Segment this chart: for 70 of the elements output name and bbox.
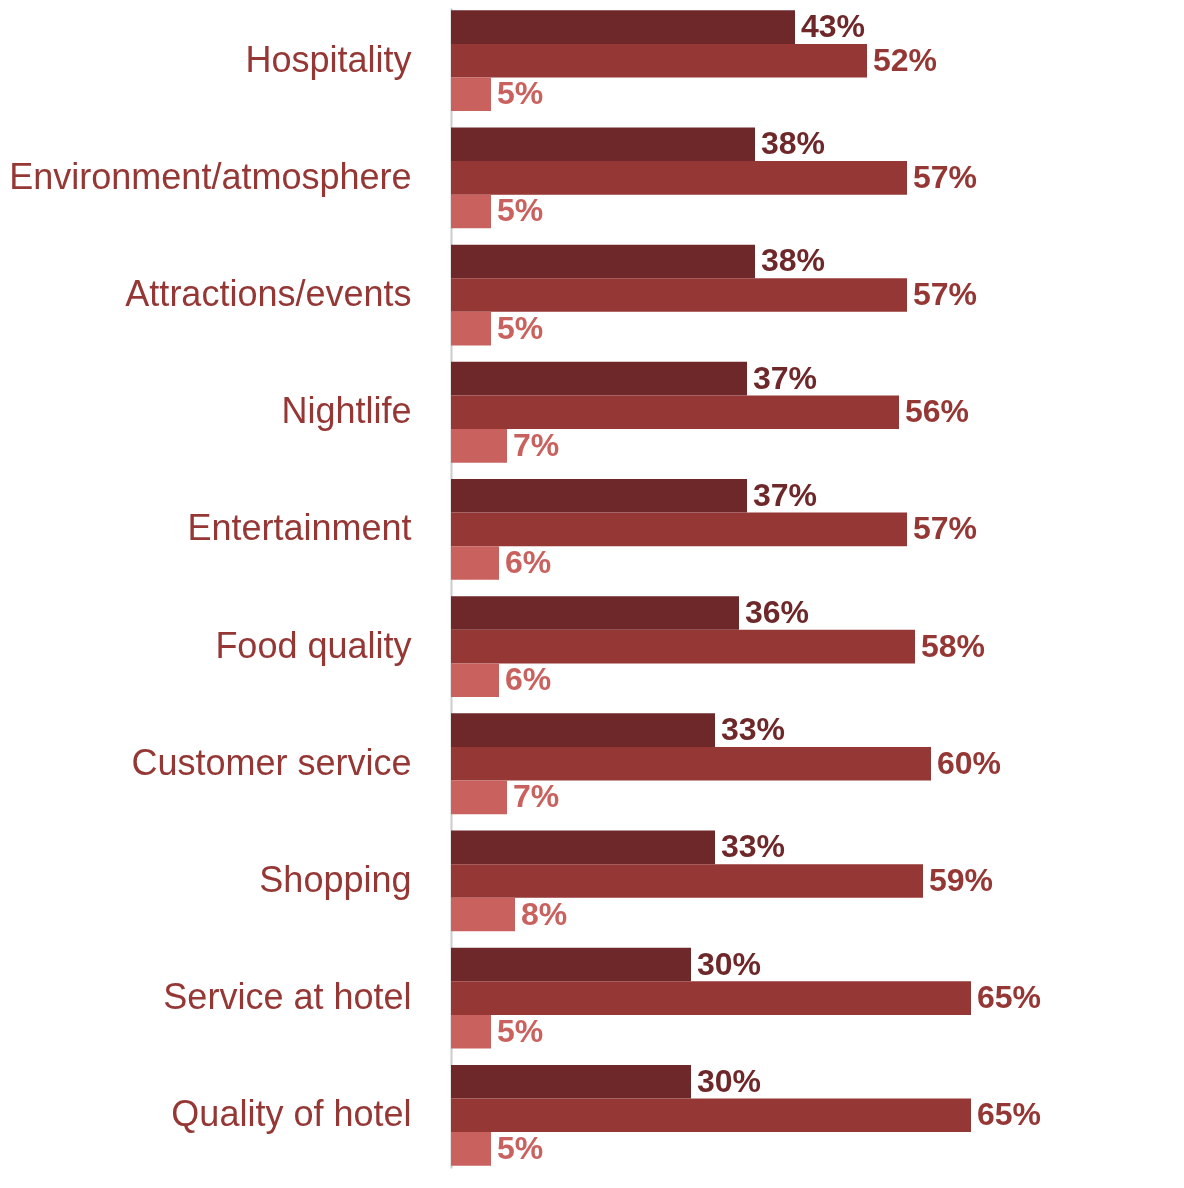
data-label: 52% — [873, 41, 938, 78]
bar — [451, 1132, 491, 1166]
bar — [451, 746, 931, 781]
data-label: 43% — [801, 8, 866, 45]
data-label: 56% — [905, 393, 970, 430]
data-label: 57% — [913, 158, 978, 195]
bar — [451, 947, 691, 982]
data-label: 6% — [505, 661, 552, 698]
bar — [451, 512, 907, 547]
y-tick-label: Shopping — [259, 858, 412, 900]
bar — [451, 361, 747, 396]
data-label: 5% — [497, 75, 544, 112]
bar — [451, 161, 907, 195]
y-tick-label: Attractions/events — [125, 273, 412, 315]
data-label: 37% — [753, 476, 818, 513]
data-label: 57% — [913, 276, 978, 313]
bar — [451, 479, 747, 513]
bar — [451, 629, 915, 664]
bar — [451, 244, 755, 279]
y-tick-label: Environment/atmosphere — [9, 155, 412, 197]
data-label: 37% — [753, 359, 818, 396]
bar — [451, 311, 491, 346]
bar — [451, 864, 923, 898]
data-label: 30% — [697, 945, 762, 982]
y-tick-label: Entertainment — [187, 507, 412, 549]
y-tick-label: Service at hotel — [163, 976, 412, 1018]
bar — [451, 830, 715, 865]
bar — [451, 981, 971, 1015]
data-label: 5% — [497, 309, 544, 346]
data-label: 65% — [977, 979, 1042, 1016]
data-label: 6% — [505, 544, 552, 580]
data-label: 60% — [937, 744, 1002, 781]
data-label: 7% — [513, 426, 560, 463]
data-label: 65% — [977, 1096, 1042, 1133]
bar — [451, 10, 795, 44]
data-label: 5% — [497, 1129, 544, 1166]
data-label: 38% — [761, 242, 826, 279]
bar — [451, 713, 715, 747]
y-tick-label: Nightlife — [281, 390, 412, 432]
data-label: 5% — [497, 192, 544, 229]
y-tick-label: Food quality — [215, 624, 412, 666]
bar — [451, 1014, 491, 1049]
data-label: 59% — [929, 861, 994, 898]
bar — [451, 429, 507, 463]
bar — [451, 780, 507, 815]
data-label: 58% — [921, 627, 986, 664]
data-label: 33% — [721, 828, 786, 865]
y-tick-label: Hospitality — [245, 38, 412, 80]
bar — [451, 194, 491, 229]
data-label: 33% — [721, 711, 786, 748]
bar — [451, 663, 499, 697]
bar — [451, 77, 491, 112]
bar — [451, 395, 899, 430]
bar — [451, 1098, 971, 1133]
data-label: 30% — [697, 1062, 762, 1099]
data-label: 38% — [761, 125, 826, 162]
data-label: 8% — [521, 895, 568, 932]
bar — [451, 596, 739, 630]
data-label: 7% — [513, 778, 560, 815]
y-tick-label: Quality of hotel — [171, 1093, 412, 1135]
bar — [451, 546, 499, 580]
bar — [451, 278, 907, 312]
bar — [451, 127, 755, 162]
data-label: 36% — [745, 594, 810, 630]
data-label: 57% — [913, 510, 978, 547]
y-tick-label: Customer service — [131, 741, 412, 783]
bar — [451, 43, 867, 78]
bar — [451, 897, 515, 932]
data-label: 5% — [497, 1012, 544, 1049]
bar — [451, 1064, 691, 1099]
